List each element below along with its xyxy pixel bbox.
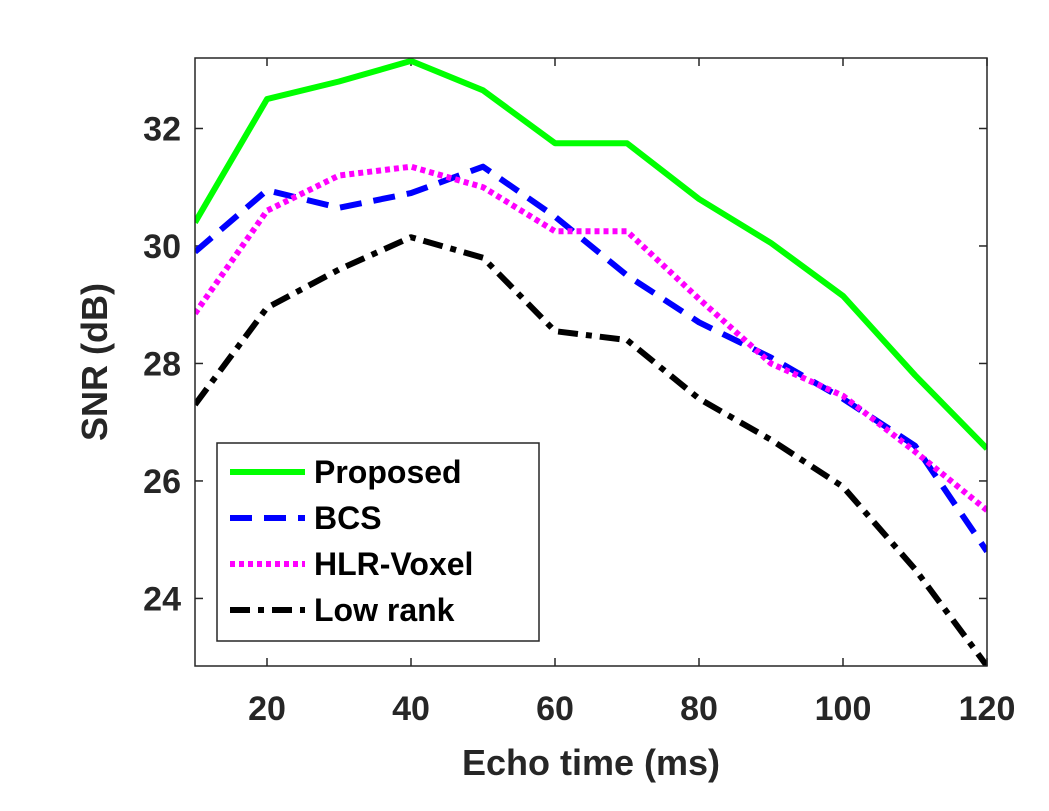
y-tick-label-28: 28 xyxy=(143,345,181,383)
plot-frame xyxy=(194,57,988,667)
legend-label-hlr-voxel: HLR-Voxel xyxy=(314,546,473,582)
x-axis-label: Echo time (ms) xyxy=(462,742,720,783)
series-line-hlr-voxel xyxy=(195,163,987,513)
y-tick-label-32: 32 xyxy=(143,110,181,148)
y-tick-label-24: 24 xyxy=(143,580,181,618)
y-axis-label: SNR (dB) xyxy=(74,283,115,441)
legend: Proposed BCS HLR-Voxel Low rank xyxy=(216,442,540,642)
x-tick-label-20: 20 xyxy=(248,690,286,728)
y-tick-label-30: 30 xyxy=(143,228,181,266)
x-tick-label-40: 40 xyxy=(392,690,430,728)
legend-box xyxy=(216,442,540,642)
series-line-bcs xyxy=(195,163,987,554)
x-tick-label-60: 60 xyxy=(536,690,574,728)
x-tick-label-80: 80 xyxy=(680,690,718,728)
y-tick-label-26: 26 xyxy=(143,463,181,501)
x-tick-label-120: 120 xyxy=(959,690,1016,728)
tick-labels: 20 40 60 80 100 120 24 26 28 30 32 xyxy=(143,110,1015,728)
series-line-proposed xyxy=(195,58,987,451)
legend-label-bcs: BCS xyxy=(314,500,382,536)
x-tick-label-100: 100 xyxy=(815,690,872,728)
legend-label-proposed: Proposed xyxy=(314,454,462,490)
series-layer xyxy=(195,58,987,666)
legend-label-low-rank: Low rank xyxy=(314,592,455,628)
series-line-low-rank xyxy=(195,234,987,666)
